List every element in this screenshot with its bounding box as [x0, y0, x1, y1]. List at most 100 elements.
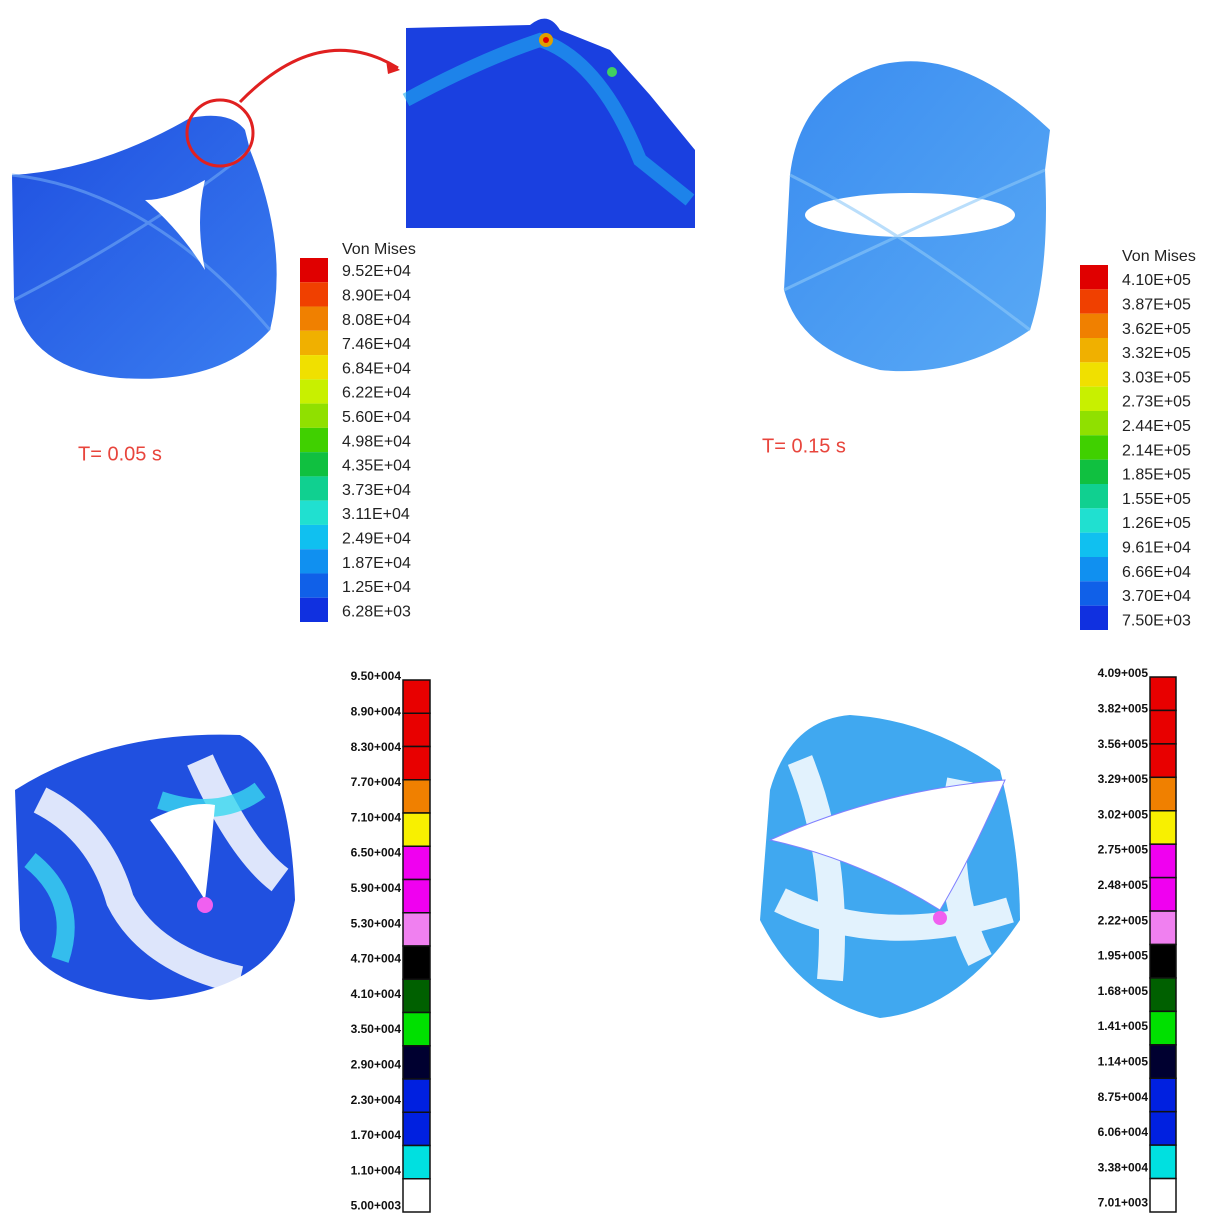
color-swatch	[1150, 945, 1176, 978]
legend-label: 3.32E+05	[1122, 345, 1191, 362]
color-swatch	[1080, 387, 1108, 411]
legend-label: 1.68+005	[1098, 984, 1149, 998]
color-swatch	[300, 525, 328, 549]
color-swatch	[403, 813, 430, 846]
legend-label: 8.90E+04	[342, 288, 411, 305]
legend-label: 1.95+005	[1098, 949, 1149, 963]
legend-label: 3.29+005	[1098, 772, 1149, 786]
time-label: T= 0.05 s	[78, 443, 162, 465]
legend-label: 6.50+004	[351, 846, 402, 860]
color-swatch	[1150, 710, 1176, 743]
color-swatch	[1150, 811, 1176, 844]
legend-label: 9.52E+04	[342, 263, 411, 280]
zoom-inset	[406, 19, 695, 228]
legend-label: 3.50+004	[351, 1022, 402, 1036]
legend-label: 8.90+004	[351, 704, 402, 718]
color-swatch	[1080, 484, 1108, 508]
color-swatch	[300, 501, 328, 525]
color-swatch	[403, 680, 430, 713]
color-swatch	[1080, 557, 1108, 581]
valve-model	[15, 735, 295, 1000]
legend-label: 4.98E+04	[342, 433, 411, 450]
legend-label: 1.70+004	[351, 1128, 402, 1142]
color-swatch	[403, 1079, 430, 1112]
figure: T= 0.05 sVon Mises9.52E+048.90E+048.08E+…	[0, 0, 1220, 1220]
color-swatch	[300, 331, 328, 355]
legend-label: 3.70E+04	[1122, 588, 1191, 605]
legend-label: 1.41+005	[1098, 1019, 1149, 1033]
legend-label: 8.75+004	[1098, 1090, 1149, 1104]
legend-label: 3.87E+05	[1122, 297, 1191, 314]
color-swatch	[1080, 338, 1108, 362]
color-swatch	[403, 1046, 430, 1079]
color-swatch	[300, 476, 328, 500]
color-swatch	[1150, 777, 1176, 810]
legend-label: 2.30+004	[351, 1093, 402, 1107]
color-swatch	[1080, 362, 1108, 386]
legend-label: 4.09+005	[1098, 666, 1149, 680]
color-swatch	[1150, 1179, 1176, 1212]
legend-label: 5.90+004	[351, 881, 402, 895]
legend-label: 7.70+004	[351, 775, 402, 789]
color-swatch	[1150, 911, 1176, 944]
color-swatch	[1150, 1045, 1176, 1078]
color-swatch	[403, 1146, 430, 1179]
valve-model	[12, 50, 400, 379]
color-swatch	[1150, 844, 1176, 877]
color-swatch	[300, 549, 328, 573]
legend-label: 4.10+004	[351, 987, 402, 1001]
color-swatch	[1080, 289, 1108, 313]
legend-label: 3.38+004	[1098, 1160, 1149, 1174]
color-swatch	[1080, 606, 1108, 630]
color-swatch	[300, 379, 328, 403]
legend-label: 3.02+005	[1098, 807, 1149, 821]
color-swatch	[300, 404, 328, 428]
color-swatch	[1150, 1078, 1176, 1111]
legend-label: 6.22E+04	[342, 385, 411, 402]
color-swatch	[300, 258, 328, 282]
legend-label: 1.14+005	[1098, 1054, 1149, 1068]
color-swatch	[403, 880, 430, 913]
color-swatch	[1150, 1145, 1176, 1178]
legend-label: 2.73E+05	[1122, 394, 1191, 411]
time-label: T= 0.15 s	[762, 435, 846, 457]
legend-label: 1.55E+05	[1122, 491, 1191, 508]
legend-label: 1.10+004	[351, 1163, 402, 1177]
legend-label: 2.49E+04	[342, 531, 411, 548]
color-swatch	[403, 1112, 430, 1145]
legend-label: 3.11E+04	[342, 506, 410, 523]
legend-label: 6.66E+04	[1122, 564, 1191, 581]
color-swatch	[300, 428, 328, 452]
color-swatch	[403, 913, 430, 946]
color-swatch	[1080, 460, 1108, 484]
legend-label: 7.50E+03	[1122, 612, 1191, 629]
legend-label: 3.62E+05	[1122, 321, 1191, 338]
legend-label: 5.00+003	[351, 1199, 402, 1213]
legend-label: 1.87E+04	[342, 555, 411, 572]
color-swatch	[403, 846, 430, 879]
legend-label: 4.70+004	[351, 952, 402, 966]
color-swatch	[1080, 581, 1108, 605]
color-swatch	[300, 282, 328, 306]
color-swatch	[403, 979, 430, 1012]
legend-label: 7.46E+04	[342, 336, 411, 353]
legend-label: 8.08E+04	[342, 312, 411, 329]
color-swatch	[1080, 411, 1108, 435]
color-swatch	[1080, 508, 1108, 532]
legend-label: 4.10E+05	[1122, 272, 1191, 289]
color-swatch	[403, 780, 430, 813]
color-swatch	[300, 355, 328, 379]
color-swatch	[300, 573, 328, 597]
legend-label: 1.25E+04	[342, 579, 411, 596]
legend-label: 5.30+004	[351, 916, 402, 930]
color-swatch	[1150, 1112, 1176, 1145]
color-swatch	[1150, 878, 1176, 911]
color-swatch	[403, 713, 430, 746]
legend-label: 9.61E+04	[1122, 540, 1191, 557]
legend-label: 1.26E+05	[1122, 515, 1191, 532]
color-swatch	[403, 747, 430, 780]
legend-label: 7.01+003	[1098, 1196, 1149, 1210]
valve-model	[760, 715, 1020, 1018]
legend-label: 3.82+005	[1098, 701, 1149, 715]
color-swatch	[403, 1179, 430, 1212]
